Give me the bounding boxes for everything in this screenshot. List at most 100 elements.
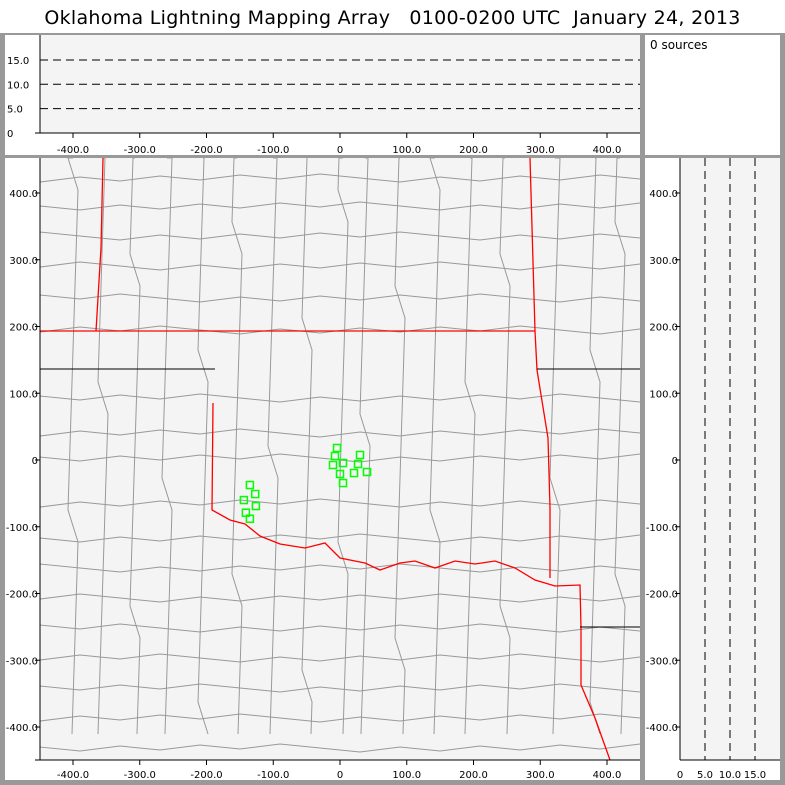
x-tick-label: 100.0 [392, 145, 421, 155]
county-boundary [39, 743, 641, 753]
x-tick-label: -400.0 [57, 145, 89, 155]
county-boundary [39, 393, 641, 403]
state-border-colorado-kansas [95, 157, 104, 332]
county-boundary [394, 157, 406, 735]
county-boundary [337, 157, 349, 735]
x-tick-label: 400.0 [593, 770, 622, 780]
lma-station-marker [332, 443, 342, 453]
altitude-tick-label: 0 [677, 770, 683, 780]
x-tick-label: -200.0 [190, 145, 222, 155]
y-tick-label: -100.0 [646, 523, 678, 534]
county-boundary [197, 157, 209, 735]
y-tick-label: -300.0 [646, 656, 678, 667]
altitude-tick-label: 10.0 [719, 770, 741, 780]
county-boundary [39, 713, 641, 723]
lma-station-marker [239, 495, 249, 505]
x-tick-label: 0 [337, 145, 343, 155]
altitude-vs-y-panel: 400.0 300.0 200.0 100.0 0 -100.0 -200.0 -300.0 -… [645, 158, 780, 781]
y-tick-label: 100.0 [649, 389, 678, 400]
x-tick-label: -300.0 [124, 145, 156, 155]
y-tick-label: -100.0 [6, 523, 38, 534]
state-border-arkansas [537, 368, 640, 628]
county-boundary [429, 157, 441, 735]
y-tick-label: -200.0 [646, 590, 678, 601]
county-boundary [39, 593, 641, 603]
lma-station-marker [338, 458, 348, 468]
county-boundary [39, 683, 641, 693]
altitude-vs-x-plot: 0 5.0 10.0 15.0 -400.0 -300.0 -200.0 -100.0 0 100… [7, 35, 640, 156]
county-boundary [67, 157, 79, 735]
lma-station-marker [250, 489, 260, 499]
county-boundary [39, 325, 641, 335]
y-tick-label: -300.0 [6, 656, 38, 667]
county-boundary [39, 498, 641, 508]
county-boundary [499, 157, 511, 735]
altitude-tick-label: 0 [7, 129, 13, 140]
lma-station-marker [245, 480, 255, 490]
altitude-tick-label: 10.0 [7, 80, 29, 91]
lma-station-marker [335, 469, 345, 479]
y-tick-label: -400.0 [6, 723, 38, 734]
x-tick-label: -300.0 [124, 770, 156, 780]
county-boundary [267, 157, 279, 735]
plan-view-panel: 400.0 300.0 200.0 100.0 0 -100.0 -200.0 -300.0 -… [5, 157, 641, 781]
altitude-vs-y-plot: 400.0 300.0 200.0 100.0 0 -100.0 -200.0 -300.0 -… [646, 158, 780, 781]
y-tick-label: -200.0 [6, 590, 38, 601]
lma-station-marker [251, 501, 261, 511]
plot-title: Oklahoma Lightning Mapping Array 0100-02… [0, 0, 785, 33]
lma-station-marker [328, 460, 338, 470]
y-tick-label: 0 [672, 456, 678, 467]
x-tick-label: 0 [337, 770, 343, 780]
county-boundary [614, 157, 626, 735]
county-boundary [39, 563, 641, 573]
x-tick-label: 300.0 [526, 770, 555, 780]
county-boundary [39, 453, 641, 463]
county-boundary [39, 653, 641, 663]
x-tick-label: 200.0 [459, 770, 488, 780]
x-tick-label: -100.0 [257, 145, 289, 155]
y-tick-label: 300.0 [649, 256, 678, 267]
y-tick-label: 0 [32, 456, 38, 467]
source-count: 0 sources [650, 38, 708, 52]
county-boundary [359, 157, 371, 735]
county-boundary [39, 231, 641, 241]
source-count-panel [645, 35, 780, 155]
x-tick-label: 300.0 [526, 145, 555, 155]
county-boundary [39, 293, 641, 303]
x-tick-label: 200.0 [459, 145, 488, 155]
x-tick-label: 100.0 [392, 770, 421, 780]
y-tick-label: 300.0 [9, 256, 38, 267]
altitude-tick-label: 5.0 [697, 770, 713, 780]
county-boundary [39, 201, 641, 211]
state-border-red-river [211, 402, 611, 761]
state-border-oklahoma-east [529, 157, 551, 578]
county-boundary [231, 157, 243, 735]
x-tick-label: -100.0 [257, 770, 289, 780]
y-tick-label: 400.0 [649, 189, 678, 200]
county-boundary [39, 623, 641, 633]
x-tick-label: -200.0 [190, 770, 222, 780]
x-tick-label: -400.0 [57, 770, 89, 780]
y-tick-label: 200.0 [9, 323, 38, 334]
altitude-vs-x-panel: 0 5.0 10.0 15.0 -400.0 -300.0 -200.0 -100.0 0 100… [5, 35, 640, 156]
y-tick-label: 100.0 [9, 389, 38, 400]
altitude-tick-label: 15.0 [7, 56, 29, 67]
lma-station-marker [330, 451, 340, 461]
lma-station-marker [355, 450, 365, 460]
y-tick-label: 400.0 [9, 189, 38, 200]
county-boundary [549, 157, 561, 735]
lma-station-marker [245, 514, 255, 523]
county-boundary [589, 157, 601, 735]
lma-station-marker [353, 459, 363, 469]
y-tick-label: -400.0 [646, 723, 678, 734]
county-lines [39, 157, 641, 753]
plan-view-map: 400.0 300.0 200.0 100.0 0 -100.0 -200.0 -300.0 -… [6, 157, 641, 781]
county-boundary [464, 157, 476, 735]
x-tick-label: 400.0 [593, 145, 622, 155]
y-tick-label: 200.0 [649, 323, 678, 334]
county-boundary [39, 428, 641, 438]
altitude-tick-label: 5.0 [7, 105, 23, 116]
county-boundary [129, 157, 141, 735]
county-boundary [39, 173, 641, 183]
altitude-tick-label: 15.0 [744, 770, 766, 780]
